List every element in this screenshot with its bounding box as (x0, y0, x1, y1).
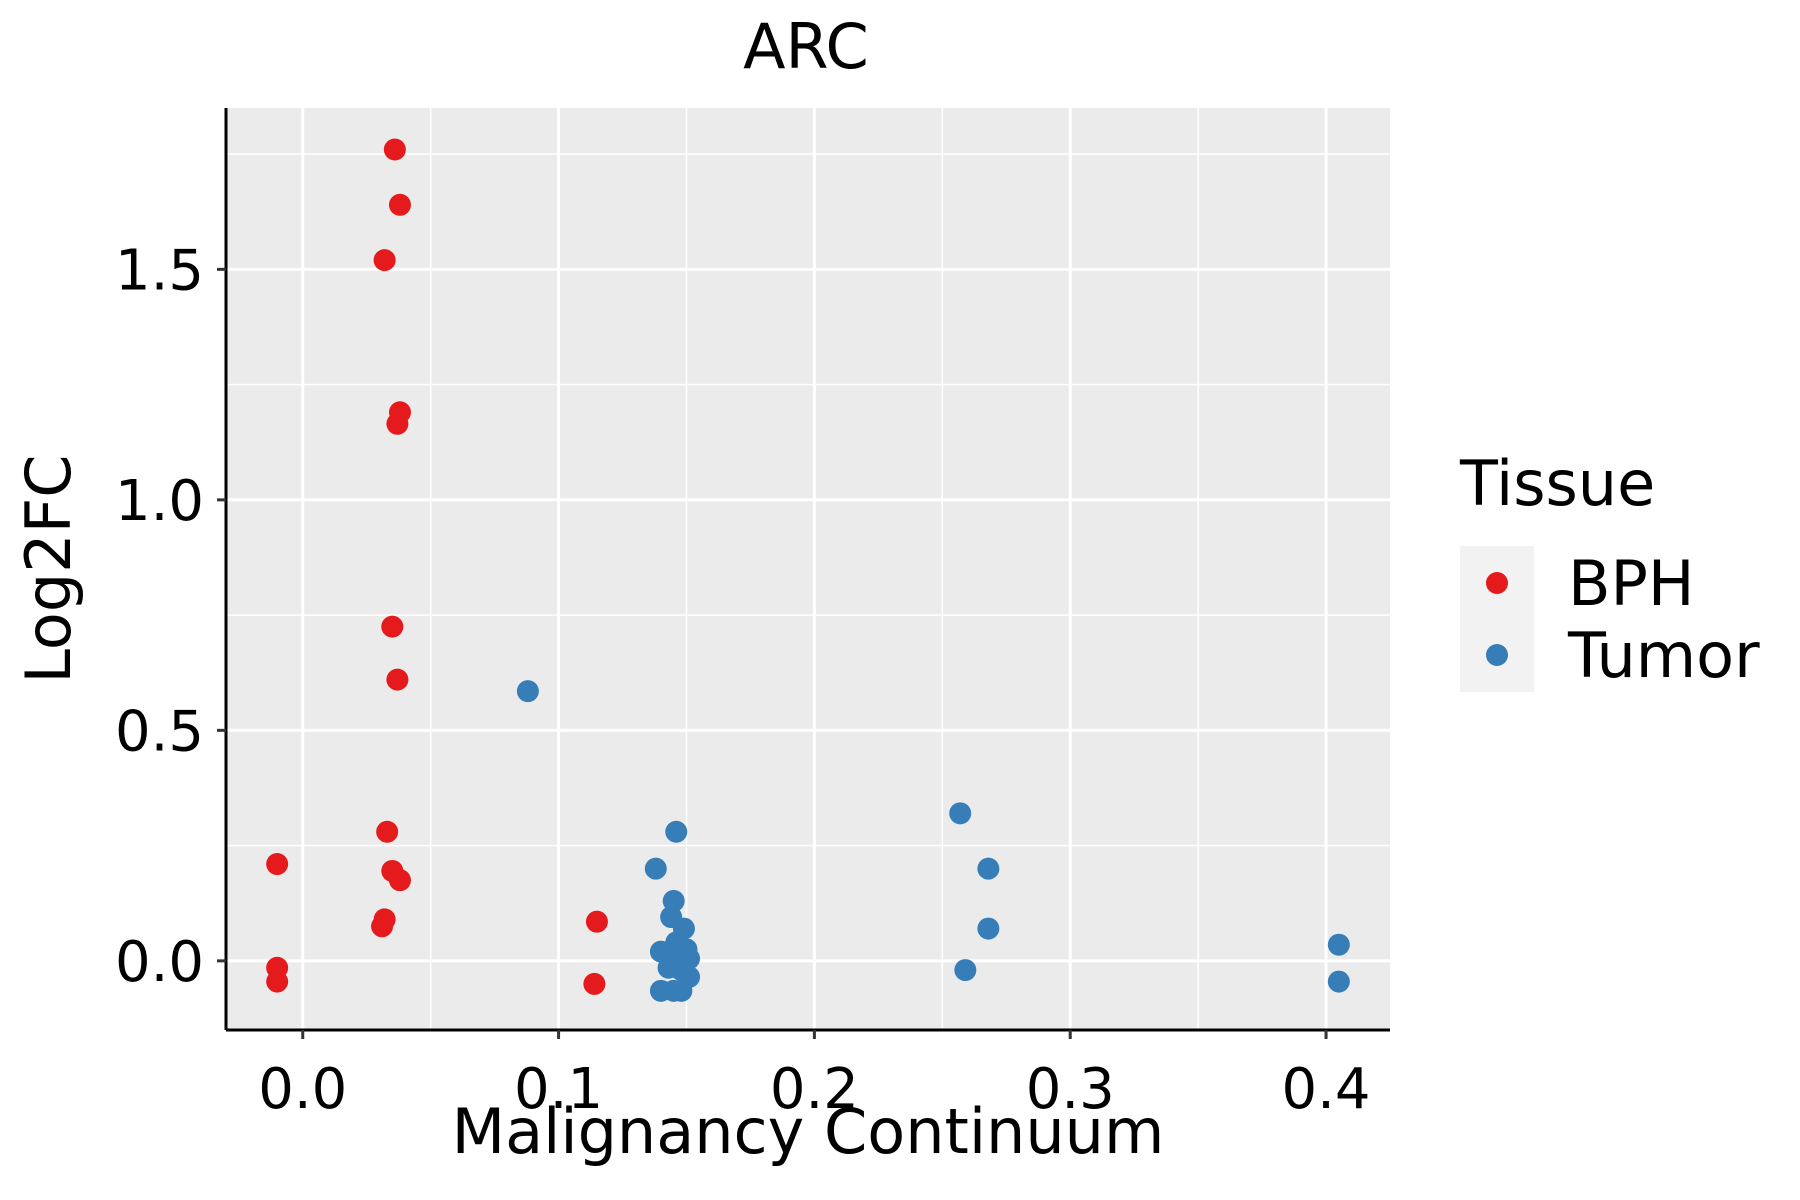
legend-label-tumor: Tumor (1567, 619, 1760, 692)
point-bph-2 (373, 249, 396, 272)
y-tick-label-2: 1.0 (115, 469, 204, 534)
y-tick-label-1: 0.5 (115, 699, 204, 764)
major-gridlines (226, 108, 1390, 1030)
point-bph-16 (583, 972, 606, 995)
legend-title: Tissue (1459, 447, 1655, 520)
x-tick-label-3: 0.3 (1026, 1057, 1115, 1122)
point-bph-1 (388, 193, 411, 216)
y-axis-title: Log2FC (12, 454, 85, 683)
x-tick-label-1: 0.1 (514, 1057, 603, 1122)
point-tumor-17 (949, 802, 972, 825)
point-tumor-20 (954, 959, 977, 982)
point-tumor-21 (1327, 933, 1350, 956)
y-tick-label-0: 0.0 (115, 930, 204, 995)
point-bph-12 (371, 915, 394, 938)
x-axis-ticks: 0.0 0.1 0.2 0.3 0.4 (258, 1030, 1371, 1122)
point-tumor-2 (644, 857, 667, 880)
legend-key-tumor (1486, 644, 1508, 666)
point-tumor-1 (665, 820, 688, 843)
point-bph-15 (266, 970, 289, 993)
point-bph-4 (386, 412, 409, 435)
point-tumor-16 (670, 979, 693, 1002)
x-axis-title: Malignancy Continuum (452, 1095, 1165, 1168)
point-bph-8 (266, 853, 289, 876)
point-tumor-22 (1327, 970, 1350, 993)
y-tick-label-3: 1.5 (115, 238, 204, 303)
point-tumor-3 (662, 889, 685, 912)
point-bph-7 (376, 820, 399, 843)
point-bph-13 (585, 910, 608, 933)
legend: Tissue BPH Tumor (1459, 447, 1760, 692)
point-bph-5 (381, 615, 404, 638)
chart-title: ARC (743, 10, 869, 83)
legend-key-background (1460, 546, 1534, 692)
legend-label-bph: BPH (1568, 547, 1695, 620)
point-bph-10 (388, 869, 411, 892)
point-bph-0 (383, 138, 406, 161)
point-tumor-0 (516, 680, 539, 703)
legend-key-bph (1486, 572, 1508, 594)
x-tick-label-0: 0.0 (258, 1057, 347, 1122)
x-tick-label-4: 0.4 (1282, 1057, 1371, 1122)
y-axis-ticks: 0.0 0.5 1.0 1.5 (115, 238, 226, 995)
point-bph-6 (386, 668, 409, 691)
point-tumor-18 (977, 857, 1000, 880)
x-tick-label-2: 0.2 (770, 1057, 859, 1122)
point-tumor-19 (977, 917, 1000, 940)
plot-panel (226, 108, 1390, 1030)
minor-gridlines (226, 108, 1390, 1030)
data-points (266, 138, 1350, 1002)
